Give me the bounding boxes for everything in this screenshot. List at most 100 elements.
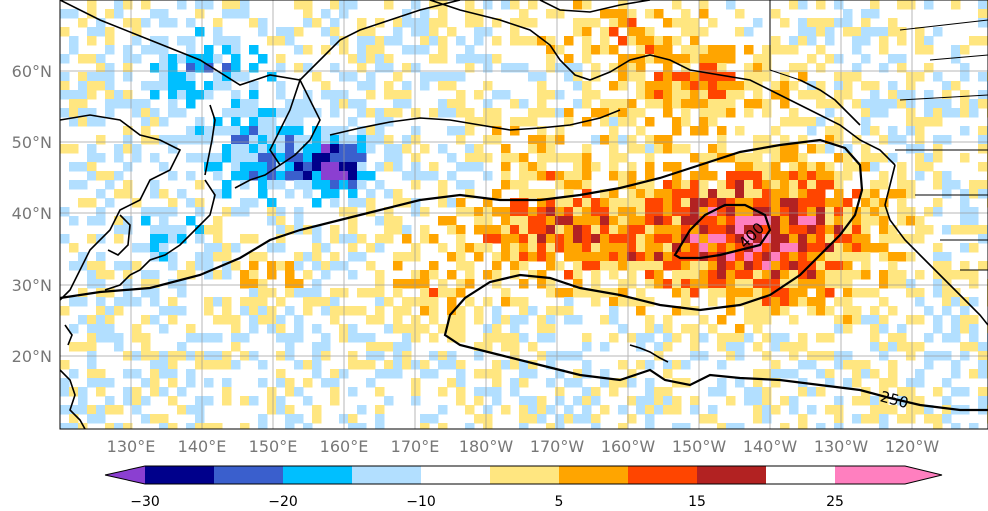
anomaly-cell xyxy=(114,9,124,19)
anomaly-cell xyxy=(402,225,412,235)
anomaly-cell xyxy=(582,333,592,343)
anomaly-cell xyxy=(159,216,169,226)
anomaly-cell xyxy=(771,405,781,415)
anomaly-cell xyxy=(249,99,259,109)
anomaly-cell xyxy=(825,198,835,208)
anomaly-cell xyxy=(456,135,466,145)
anomaly-cell xyxy=(258,117,268,127)
anomaly-cell xyxy=(771,162,781,172)
anomaly-cell xyxy=(582,45,592,55)
anomaly-cell xyxy=(762,306,772,316)
anomaly-cell xyxy=(744,387,754,397)
anomaly-cell xyxy=(384,135,394,145)
anomaly-cell xyxy=(978,162,988,172)
anomaly-cell xyxy=(591,45,601,55)
anomaly-cell xyxy=(231,144,241,154)
anomaly-cell xyxy=(861,270,871,280)
anomaly-cell xyxy=(978,36,988,46)
anomaly-cell xyxy=(267,171,277,181)
anomaly-cell xyxy=(150,81,160,91)
anomaly-cell xyxy=(699,81,709,91)
anomaly-cell xyxy=(681,180,691,190)
anomaly-cell xyxy=(114,189,124,199)
anomaly-cell xyxy=(843,153,853,163)
anomaly-cell xyxy=(960,90,970,100)
anomaly-cell xyxy=(978,126,988,136)
anomaly-cell xyxy=(501,297,511,307)
anomaly-cell xyxy=(492,189,502,199)
anomaly-cell xyxy=(78,342,88,352)
anomaly-cell xyxy=(186,216,196,226)
anomaly-cell xyxy=(186,126,196,136)
anomaly-cell xyxy=(915,396,925,406)
anomaly-cell xyxy=(159,189,169,199)
anomaly-cell xyxy=(240,162,250,172)
anomaly-cell xyxy=(294,126,304,136)
anomaly-cell xyxy=(753,225,763,235)
anomaly-cell xyxy=(528,369,538,379)
anomaly-cell xyxy=(600,261,610,271)
anomaly-cell xyxy=(429,414,439,424)
anomaly-cell xyxy=(168,252,178,262)
anomaly-cell xyxy=(276,180,286,190)
anomaly-cell xyxy=(510,234,520,244)
anomaly-cell xyxy=(708,261,718,271)
anomaly-cell xyxy=(114,216,124,226)
anomaly-cell xyxy=(582,369,592,379)
anomaly-cell xyxy=(366,72,376,82)
anomaly-cell xyxy=(240,234,250,244)
anomaly-cell xyxy=(60,54,70,64)
anomaly-cell xyxy=(186,135,196,145)
anomaly-cell xyxy=(942,333,952,343)
anomaly-cell xyxy=(645,180,655,190)
anomaly-cell xyxy=(951,333,961,343)
anomaly-cell xyxy=(960,270,970,280)
anomaly-cell xyxy=(105,90,115,100)
anomaly-cell xyxy=(348,234,358,244)
anomaly-cell xyxy=(762,369,772,379)
anomaly-cell xyxy=(780,270,790,280)
anomaly-cell xyxy=(375,279,385,289)
anomaly-cell xyxy=(456,99,466,109)
lon-label: 150°W xyxy=(672,437,727,456)
anomaly-cell xyxy=(618,405,628,415)
anomaly-cell xyxy=(285,405,295,415)
anomaly-cell xyxy=(807,261,817,271)
anomaly-cell xyxy=(906,342,916,352)
anomaly-cell xyxy=(546,306,556,316)
anomaly-cell xyxy=(168,297,178,307)
anomaly-cell xyxy=(483,423,493,429)
anomaly-cell xyxy=(330,99,340,109)
anomaly-cell xyxy=(150,108,160,118)
anomaly-cell xyxy=(735,180,745,190)
anomaly-cell xyxy=(825,225,835,235)
anomaly-cell xyxy=(816,243,826,253)
anomaly-cell xyxy=(348,270,358,280)
anomaly-cell xyxy=(888,333,898,343)
anomaly-cell xyxy=(663,18,673,28)
anomaly-cell xyxy=(528,117,538,127)
anomaly-cell xyxy=(429,0,439,10)
anomaly-cell xyxy=(663,369,673,379)
anomaly-cell xyxy=(582,360,592,370)
anomaly-cell xyxy=(330,162,340,172)
anomaly-cell xyxy=(654,36,664,46)
anomaly-cell xyxy=(321,90,331,100)
anomaly-cell xyxy=(537,279,547,289)
anomaly-cell xyxy=(924,36,934,46)
anomaly-cell xyxy=(285,162,295,172)
anomaly-cell xyxy=(798,414,808,424)
anomaly-cell xyxy=(645,414,655,424)
anomaly-cell xyxy=(861,153,871,163)
anomaly-cell xyxy=(582,81,592,91)
anomaly-cell xyxy=(861,54,871,64)
anomaly-cell xyxy=(852,72,862,82)
anomaly-cell xyxy=(879,243,889,253)
anomaly-cell xyxy=(663,189,673,199)
anomaly-cell xyxy=(213,252,223,262)
anomaly-cell xyxy=(681,198,691,208)
anomaly-cell xyxy=(393,315,403,325)
anomaly-cell xyxy=(888,369,898,379)
anomaly-cell xyxy=(87,261,97,271)
anomaly-cell xyxy=(105,270,115,280)
